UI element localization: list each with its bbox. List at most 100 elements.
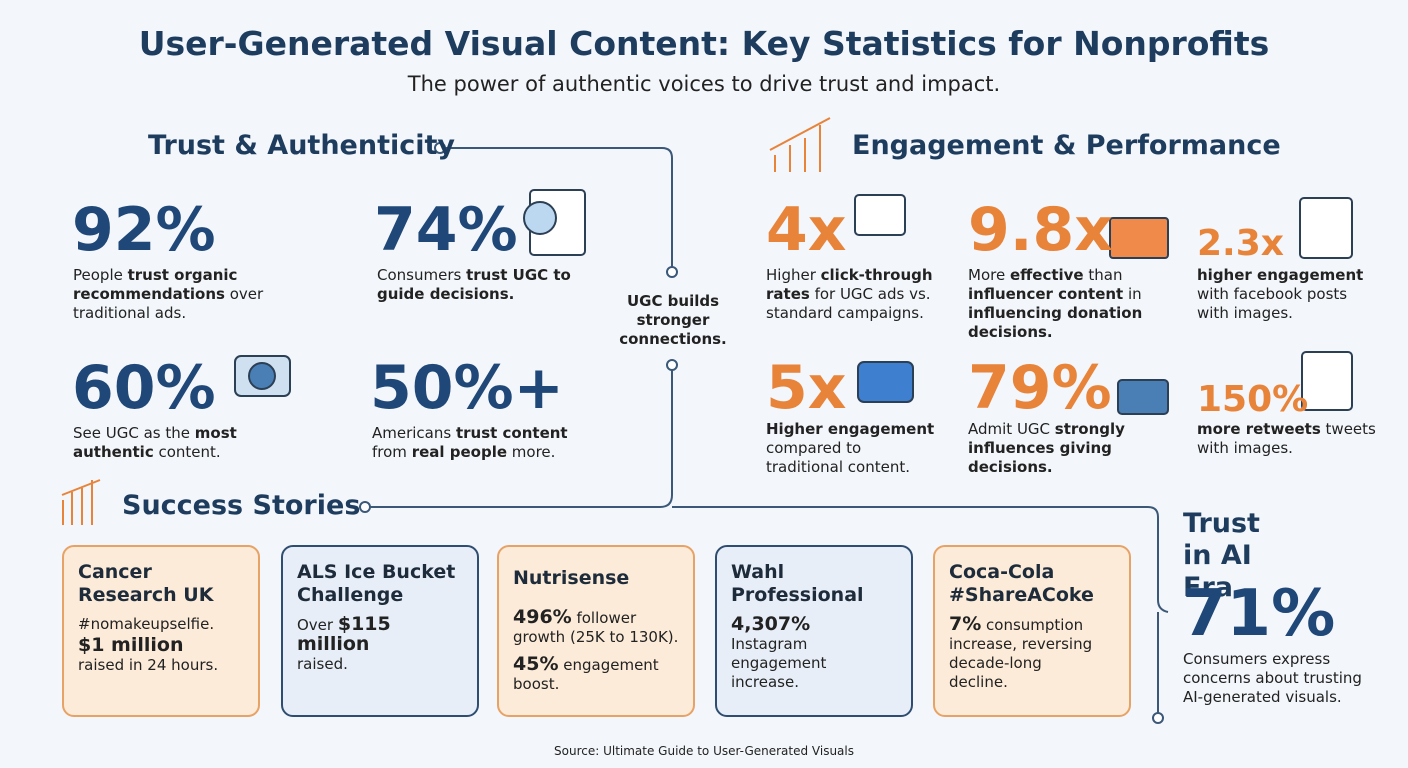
decoration xyxy=(854,194,906,236)
stat-desc: Consumers express concerns about trustin… xyxy=(1183,650,1362,706)
text-part: for UGC ads vs. standard campaigns. xyxy=(766,285,931,322)
stat-value: 9.8x xyxy=(968,195,1113,265)
text-part: $1 million xyxy=(78,634,184,656)
section-title: Trust & Authenticity xyxy=(148,130,456,161)
text-part: real people xyxy=(411,443,508,461)
stat-desc: Higher click-through rates for UGC ads v… xyxy=(766,266,946,323)
text-part: consumption increase, reversing decade-l… xyxy=(949,616,1093,691)
text-part: Over xyxy=(297,616,338,634)
text-part: Higher xyxy=(766,266,821,284)
text-part: more. xyxy=(507,443,556,461)
text-part: content. xyxy=(153,443,221,461)
decoration xyxy=(1109,217,1169,259)
decoration xyxy=(248,362,276,390)
text-part: more retweets xyxy=(1197,420,1321,438)
story-name: Wahl Professional xyxy=(731,561,864,606)
source: Source: Ultimate Guide to User-Generated… xyxy=(554,744,854,758)
text-part: tweets with images. xyxy=(1197,420,1376,457)
stat-value: 60% xyxy=(72,353,216,423)
text-part: follower growth (25K to 130K). xyxy=(513,609,679,646)
decoration xyxy=(61,479,101,525)
text-part: trust content xyxy=(455,424,568,442)
story-name: Nutrisense xyxy=(513,567,630,589)
text-part: $115 million xyxy=(297,613,391,655)
text-part: raised. xyxy=(297,655,348,673)
text-part: strongly influences giving decisions. xyxy=(968,420,1125,476)
stat-desc: People trust organic recommendations ove… xyxy=(73,266,273,323)
text-part: influencing donation decisions. xyxy=(968,304,1143,341)
text-part: Higher engagement xyxy=(766,420,935,438)
section-title: Trust in AI Era xyxy=(1183,508,1260,603)
text-part: in xyxy=(1123,285,1142,303)
stat-desc: more retweets tweets with images. xyxy=(1197,420,1377,458)
text-part: trust UGC to guide decisions. xyxy=(377,266,571,303)
stat-value: 92% xyxy=(72,195,216,265)
decoration xyxy=(857,361,914,403)
story-line: 7% consumption increase, reversing decad… xyxy=(949,615,1099,692)
stat-desc: Consumers trust UGC to guide decisions. xyxy=(377,266,577,304)
stat-desc: higher engagement with facebook posts wi… xyxy=(1197,266,1377,323)
decoration xyxy=(1117,379,1169,415)
stat-desc: Americans trust content from real people… xyxy=(372,424,572,462)
text-part: Americans xyxy=(372,424,456,442)
node xyxy=(666,359,678,371)
text-part: most authentic xyxy=(73,424,237,461)
text-part: People xyxy=(73,266,128,284)
text-part: Consumers xyxy=(377,266,467,284)
text-part: influencer content xyxy=(968,285,1124,303)
text-part: 7% xyxy=(949,613,982,635)
story-line: 4,307% Instagram engagement increase. xyxy=(731,615,841,692)
stat-value: 79% xyxy=(968,353,1112,423)
story-card: Coca-Cola #ShareACoke 7% consumption inc… xyxy=(933,545,1131,717)
connector-path xyxy=(365,147,1169,718)
text-part: from xyxy=(372,443,412,461)
story-line: 45% engagement boost. xyxy=(513,655,683,694)
stat-value: 74% xyxy=(374,195,518,265)
story-card: Wahl Professional 4,307% Instagram engag… xyxy=(715,545,913,717)
stat-value: 71% xyxy=(1182,577,1336,651)
section-title: Success Stories xyxy=(122,490,361,521)
connector-label: UGC builds stronger connections. xyxy=(619,292,727,348)
story-line: #nomakeupselfie. xyxy=(78,615,218,634)
story-line: 496% follower growth (25K to 130K). xyxy=(513,608,683,647)
text-part: trust organic recommendations xyxy=(73,266,238,303)
decoration xyxy=(1299,197,1353,259)
story-card: Nutrisense 496% follower growth (25K to … xyxy=(497,545,695,717)
text-part: #nomakeupselfie. xyxy=(78,615,215,633)
story-line: Over $115 million raised. xyxy=(297,615,407,674)
decoration xyxy=(523,201,557,235)
stat-value: 4x xyxy=(766,195,847,265)
stat-value: 50%+ xyxy=(370,353,564,423)
text-part: 496% xyxy=(513,606,572,628)
text-part: click-through rates xyxy=(766,266,933,303)
stat-value: 5x xyxy=(766,353,847,423)
text-part: over traditional ads. xyxy=(73,285,264,322)
story-line: $1 million raised in 24 hours. xyxy=(78,636,228,675)
story-card: ALS Ice Bucket Challenge Over $115 milli… xyxy=(281,545,479,717)
text-part: 4,307% xyxy=(731,613,811,635)
story-card: Cancer Research UK #nomakeupselfie. $1 m… xyxy=(62,545,260,717)
decoration xyxy=(769,117,831,172)
story-name: Coca-Cola #ShareACoke xyxy=(949,561,1094,606)
stat-value: 2.3x xyxy=(1197,223,1284,264)
node xyxy=(434,142,446,154)
title: User-Generated Visual Content: Key Stati… xyxy=(138,24,1270,63)
text-part: compared to traditional content. xyxy=(766,439,910,476)
text-part: than xyxy=(1083,266,1123,284)
text-part: Instagram engagement increase. xyxy=(731,635,827,691)
text-part: More xyxy=(968,266,1010,284)
story-name: ALS Ice Bucket Challenge xyxy=(297,561,456,606)
stat-desc: More effective than influencer content i… xyxy=(968,266,1158,342)
stat-desc: Higher engagement compared to traditiona… xyxy=(766,420,936,477)
text-part: Admit UGC xyxy=(968,420,1055,438)
text-part: See UGC as the xyxy=(73,424,195,442)
stat-desc: Admit UGC strongly influences giving dec… xyxy=(968,420,1148,477)
text-part: effective xyxy=(1009,266,1084,284)
text-part: engagement boost. xyxy=(513,656,659,693)
node xyxy=(1152,712,1164,724)
subtitle: The power of authentic voices to drive t… xyxy=(407,72,1001,96)
story-name: Cancer Research UK xyxy=(78,561,214,606)
text-part: higher engagement xyxy=(1197,266,1364,284)
